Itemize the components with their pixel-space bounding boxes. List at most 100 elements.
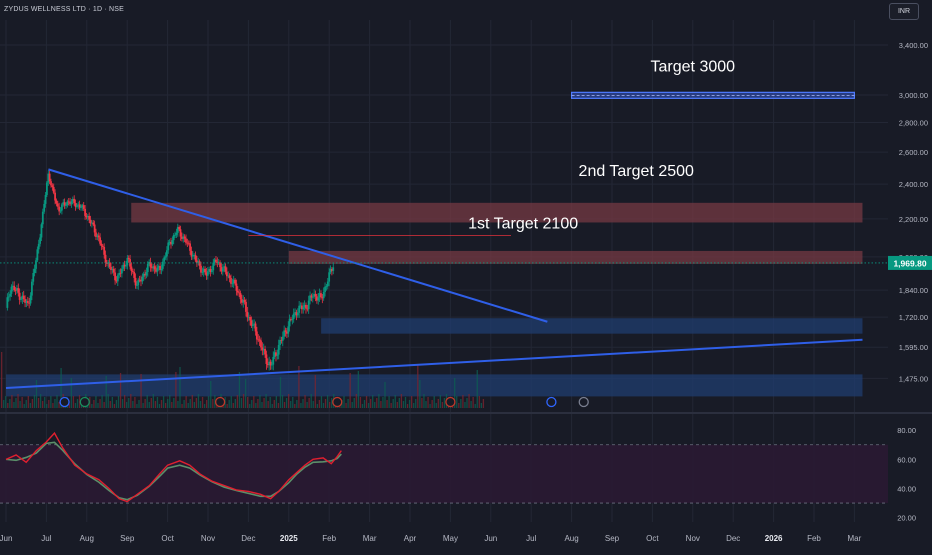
candle-body bbox=[95, 232, 97, 237]
volume-bar bbox=[355, 394, 357, 408]
volume-bar bbox=[46, 404, 48, 408]
volume-bar bbox=[304, 395, 306, 408]
event-marker-icon bbox=[546, 396, 557, 408]
candle-body bbox=[25, 301, 28, 303]
candle-body bbox=[242, 299, 245, 303]
volume-bar bbox=[411, 396, 413, 408]
candle-body bbox=[31, 281, 33, 296]
candle-body bbox=[306, 308, 309, 310]
candle-body bbox=[97, 235, 100, 238]
volume-bar bbox=[138, 400, 140, 408]
y-tick-label: 1,720.00 bbox=[899, 313, 928, 322]
volume-bar bbox=[72, 396, 75, 408]
y-tick-label: 1,475.00 bbox=[899, 374, 928, 383]
volume-bar bbox=[363, 400, 366, 408]
event-marker-icon bbox=[578, 396, 589, 408]
y-tick-label: 1,840.00 bbox=[899, 286, 928, 295]
candle-body bbox=[285, 331, 288, 334]
candle-body bbox=[61, 204, 63, 211]
candle-body bbox=[176, 226, 179, 233]
candle-body bbox=[77, 204, 80, 206]
target-annotation: Target 3000 bbox=[651, 59, 736, 76]
candle-body bbox=[255, 331, 258, 340]
volume-bar bbox=[115, 400, 118, 408]
candle-body bbox=[281, 336, 284, 341]
candle-body bbox=[101, 245, 104, 247]
volume-bar bbox=[351, 402, 353, 408]
volume-bar bbox=[279, 377, 282, 408]
volume-bar bbox=[107, 394, 109, 408]
candle-body bbox=[159, 266, 161, 271]
candle-body bbox=[305, 304, 307, 309]
volume-bar bbox=[263, 398, 265, 408]
candle-body bbox=[66, 201, 69, 206]
candle-body bbox=[236, 290, 239, 293]
candle-body bbox=[257, 339, 260, 341]
candle-body bbox=[86, 216, 89, 218]
candle-body bbox=[56, 203, 59, 207]
volume-bar bbox=[380, 401, 382, 408]
volume-bar bbox=[91, 404, 93, 408]
candle-body bbox=[9, 293, 11, 297]
candle-body bbox=[217, 262, 220, 264]
currency-button[interactable]: INR bbox=[889, 3, 919, 20]
volume-bar bbox=[347, 399, 349, 408]
candle-body bbox=[179, 229, 182, 237]
candle-body bbox=[186, 242, 189, 244]
rsi-ma-line bbox=[5, 441, 342, 501]
candle-body bbox=[330, 268, 333, 271]
volume-bar bbox=[269, 397, 271, 408]
candle-body bbox=[160, 268, 163, 271]
candle-body bbox=[18, 292, 21, 300]
candle-body bbox=[52, 187, 55, 193]
volume-bar bbox=[226, 404, 228, 408]
candle-body bbox=[130, 266, 133, 271]
candle-body bbox=[137, 279, 140, 286]
volume-bar bbox=[408, 400, 411, 408]
volume-bar bbox=[482, 399, 485, 408]
volume-bar bbox=[460, 399, 462, 408]
candle-body bbox=[138, 279, 141, 281]
candle-body bbox=[44, 194, 47, 204]
candle-body bbox=[309, 295, 311, 301]
volume-bar bbox=[429, 404, 431, 408]
candle-body bbox=[200, 265, 202, 273]
volume-bar bbox=[296, 400, 298, 408]
supply-zone bbox=[288, 250, 863, 264]
event-marker-icon bbox=[332, 396, 343, 408]
x-tick-label: Jun bbox=[484, 534, 497, 543]
candle-body bbox=[127, 257, 130, 260]
candle-body bbox=[73, 198, 76, 204]
candle-body bbox=[35, 260, 37, 269]
volume-bar bbox=[376, 398, 378, 408]
candle-body bbox=[320, 293, 322, 298]
volume-bar bbox=[392, 399, 394, 408]
candle-body bbox=[287, 326, 290, 334]
y-tick-label: 3,400.00 bbox=[899, 41, 928, 50]
volume-bar bbox=[48, 400, 50, 408]
candle-body bbox=[120, 268, 123, 274]
volume-bar bbox=[31, 399, 34, 408]
candle-body bbox=[41, 211, 44, 225]
volume-bar bbox=[183, 400, 185, 408]
x-tick-label: Nov bbox=[686, 534, 700, 543]
candle-body bbox=[279, 340, 281, 346]
candle-body bbox=[206, 271, 209, 276]
candle-body bbox=[272, 356, 275, 365]
rsi-band bbox=[0, 444, 888, 504]
volume-bar bbox=[318, 400, 321, 408]
candle-body bbox=[230, 277, 232, 284]
volume-bar bbox=[162, 396, 165, 408]
candle-body bbox=[108, 262, 111, 267]
volume-bar bbox=[52, 403, 54, 408]
volume-bar bbox=[54, 399, 56, 408]
candle-body bbox=[24, 299, 26, 303]
candle-body bbox=[82, 205, 85, 209]
volume-bar bbox=[357, 371, 359, 408]
candle-body bbox=[189, 243, 191, 251]
candle-body bbox=[322, 292, 325, 299]
candle-body bbox=[81, 205, 84, 208]
volume-bar bbox=[435, 403, 437, 408]
